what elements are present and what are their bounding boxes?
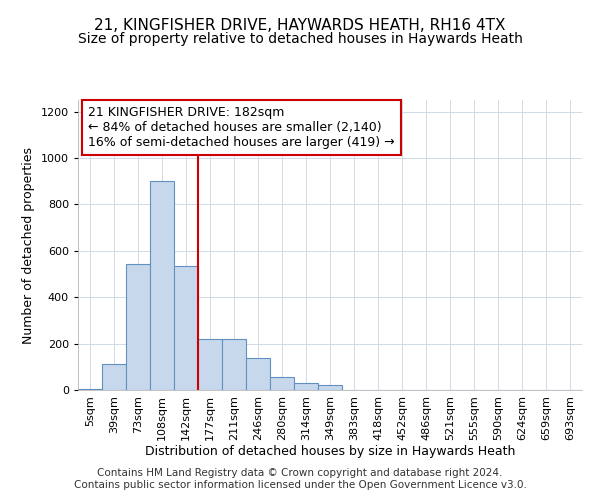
Bar <box>78 389 102 390</box>
Bar <box>270 377 294 390</box>
Bar <box>126 264 150 390</box>
Bar <box>174 266 198 390</box>
Bar <box>246 358 270 390</box>
Text: Size of property relative to detached houses in Haywards Heath: Size of property relative to detached ho… <box>77 32 523 46</box>
Bar <box>318 386 342 390</box>
Bar <box>222 339 246 390</box>
Bar <box>198 339 222 390</box>
Y-axis label: Number of detached properties: Number of detached properties <box>22 146 35 344</box>
Text: Contains HM Land Registry data © Crown copyright and database right 2024.
Contai: Contains HM Land Registry data © Crown c… <box>74 468 526 490</box>
X-axis label: Distribution of detached houses by size in Haywards Heath: Distribution of detached houses by size … <box>145 446 515 458</box>
Bar <box>294 382 318 390</box>
Text: 21, KINGFISHER DRIVE, HAYWARDS HEATH, RH16 4TX: 21, KINGFISHER DRIVE, HAYWARDS HEATH, RH… <box>94 18 506 32</box>
Bar <box>150 181 174 390</box>
Bar <box>102 364 126 390</box>
Text: 21 KINGFISHER DRIVE: 182sqm
← 84% of detached houses are smaller (2,140)
16% of : 21 KINGFISHER DRIVE: 182sqm ← 84% of det… <box>88 106 395 149</box>
